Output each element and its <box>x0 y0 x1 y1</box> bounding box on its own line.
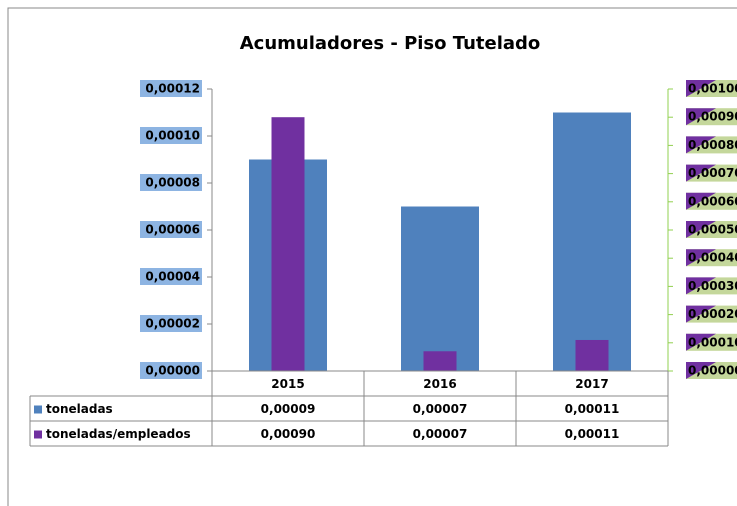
y-tick-label: 0,00004 <box>145 270 200 284</box>
bar <box>575 339 609 371</box>
legend-key <box>34 405 42 414</box>
y2-tick-label-corner <box>686 333 716 351</box>
y-tick-label: 0,00000 <box>145 364 200 378</box>
y-tick-label: 0,00008 <box>145 176 200 190</box>
bar <box>553 112 631 371</box>
y-tick-label: 0,00012 <box>145 82 200 96</box>
y2-tick-label: 0,00000 <box>688 364 737 378</box>
table-value: 0,00007 <box>413 402 468 416</box>
y-tick-label-bg <box>140 362 202 379</box>
y2-tick-label-corner <box>686 136 716 154</box>
y-tick-label-bg <box>140 174 202 191</box>
bar <box>423 351 457 371</box>
y-tick-label: 0,00002 <box>145 317 200 331</box>
y2-tick-label-corner <box>686 108 716 126</box>
legend-label: toneladas/empleados <box>46 427 191 441</box>
y-tick-label-bg <box>140 268 202 285</box>
y2-tick-label-corner <box>686 192 716 210</box>
y2-tick-label-corner <box>686 80 716 97</box>
y2-tick-label-corner <box>686 362 716 379</box>
x-tick-label: 2017 <box>575 377 608 391</box>
y2-tick-label-corner <box>686 305 716 323</box>
table-value: 0,00007 <box>413 427 468 441</box>
y-tick-label-bg <box>140 221 202 238</box>
y2-tick-label-corner <box>686 249 716 267</box>
y-tick-label-bg <box>140 127 202 144</box>
y2-tick-label-corner <box>686 221 716 238</box>
y-tick-label-bg <box>140 80 202 97</box>
bar <box>401 206 479 371</box>
y2-tick-label: 0,00090 <box>688 110 737 124</box>
y-tick-label-bg <box>140 315 202 332</box>
y2-tick-label-corner <box>686 277 716 295</box>
chart-title: Acumuladores - Piso Tutelado <box>240 33 541 54</box>
y-tick-label: 0,00006 <box>145 223 200 237</box>
table-value: 0,00009 <box>261 402 316 416</box>
x-tick-label: 2015 <box>271 377 304 391</box>
legend-key <box>34 430 42 439</box>
y2-tick-label-corner <box>686 164 716 182</box>
bar <box>271 117 305 371</box>
table-value: 0,00090 <box>261 427 316 441</box>
y-tick-label: 0,00010 <box>145 129 200 143</box>
x-tick-label: 2016 <box>423 377 456 391</box>
table-value: 0,00011 <box>565 402 620 416</box>
legend-label: toneladas <box>46 402 113 416</box>
table-value: 0,00011 <box>565 427 620 441</box>
y2-tick-label: 0,00010 <box>688 335 737 349</box>
